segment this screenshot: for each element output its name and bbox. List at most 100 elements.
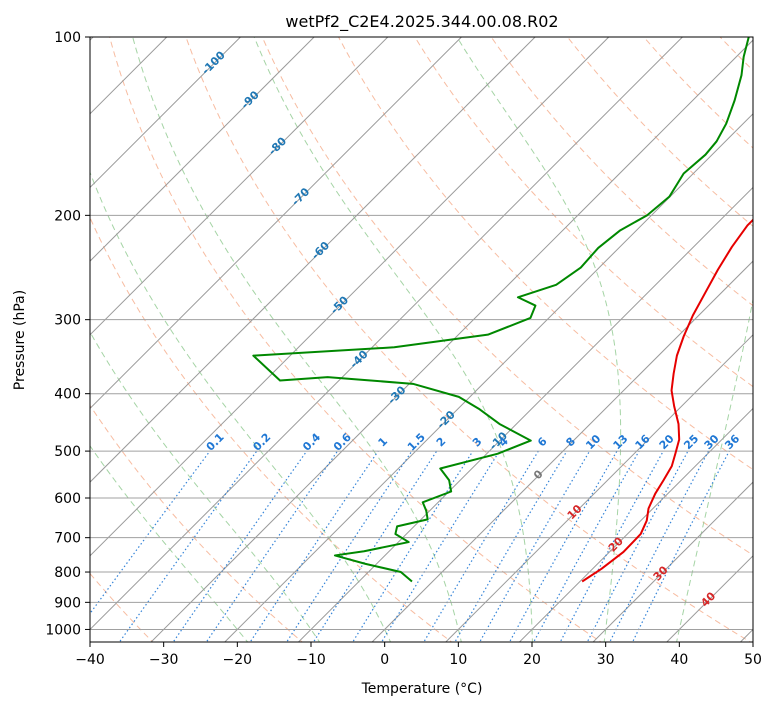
x-tick-label-3: −10 bbox=[296, 652, 326, 668]
isotherm-7 bbox=[90, 37, 389, 336]
mixing-ratio-line-10 bbox=[454, 450, 568, 642]
isotherm-label-7: -30 bbox=[385, 383, 408, 406]
mixing-ratio-label-17: 36 bbox=[722, 432, 742, 452]
isotherm-8 bbox=[90, 37, 462, 410]
y-tick-label-9: 1000 bbox=[45, 622, 81, 638]
mixing-ratio-label-3: 0.6 bbox=[331, 430, 354, 453]
mixing-ratio-line-4 bbox=[249, 450, 379, 642]
isotherm-12 bbox=[150, 39, 753, 642]
isotherm-6 bbox=[90, 37, 315, 262]
isotherm-17 bbox=[518, 407, 753, 642]
y-tick-label-0: 100 bbox=[54, 30, 81, 46]
isotherm-label-6: -40 bbox=[347, 348, 370, 371]
temperature-line bbox=[581, 218, 753, 583]
dry-adiabat-3 bbox=[90, 404, 303, 642]
y-tick-label-8: 900 bbox=[54, 595, 81, 611]
dry-adiabat-9 bbox=[414, 37, 753, 388]
isotherm-label-2: -80 bbox=[266, 134, 289, 157]
isotherm-warm-label-3: 30 bbox=[651, 563, 671, 583]
isotherm-label-0: -100 bbox=[199, 48, 228, 77]
dry-adiabat-7 bbox=[261, 37, 753, 556]
plot-frame bbox=[89, 36, 754, 643]
mixing-ratio-line-16 bbox=[609, 450, 710, 642]
mixing-ratio-line-13 bbox=[533, 450, 640, 642]
moist-adiabat-0 bbox=[90, 444, 249, 642]
moist-adiabat-2 bbox=[90, 171, 392, 642]
mixing-ratio-label-0: 0.1 bbox=[204, 431, 227, 454]
isotherm-13 bbox=[224, 113, 753, 642]
isotherm-5 bbox=[90, 37, 241, 189]
mixing-ratio-label-15: 25 bbox=[681, 432, 701, 452]
mixing-ratio-line-6 bbox=[312, 450, 438, 642]
mixing-ratio-label-13: 16 bbox=[633, 432, 653, 452]
isotherm-16 bbox=[445, 334, 753, 642]
x-tick-label-7: 30 bbox=[597, 652, 615, 668]
dry-adiabat-4 bbox=[90, 216, 453, 642]
mixing-ratio-label-12: 13 bbox=[611, 432, 631, 452]
mixing-ratio-line-8 bbox=[380, 450, 500, 642]
mixing-ratio-label-11: 10 bbox=[583, 432, 603, 452]
mixing-ratio-label-2: 0.4 bbox=[300, 430, 323, 453]
isotherm-warm-label-4: 40 bbox=[698, 589, 718, 609]
y-tick-label-3: 400 bbox=[54, 387, 81, 403]
mixing-ratio-line-3 bbox=[205, 450, 339, 642]
x-tick-label-8: 40 bbox=[670, 652, 688, 668]
isotherm-11 bbox=[90, 37, 683, 631]
axes: −40 −30 −20 −10 0 10 20 30 40 5010020030040050060… bbox=[45, 30, 762, 668]
moist-adiabat-1 bbox=[90, 331, 321, 642]
y-tick-label-4: 500 bbox=[54, 444, 81, 460]
isotherm-19 bbox=[666, 555, 753, 642]
mixing-ratio-line-14 bbox=[559, 450, 664, 642]
chart-title: wetPf2_C2E4.2025.344.00.08.R02 bbox=[285, 12, 558, 32]
moist-adiabat-5 bbox=[456, 37, 622, 642]
isotherm-label-1: -90 bbox=[239, 88, 262, 111]
mixing-ratio-label-16: 30 bbox=[702, 432, 722, 452]
profile-lines bbox=[252, 37, 753, 583]
isotherm-20 bbox=[739, 628, 753, 642]
isotherm-10 bbox=[90, 37, 610, 557]
dry-adiabat-6 bbox=[185, 37, 752, 642]
y-tick-label-2: 300 bbox=[54, 313, 81, 329]
y-axis-label: Pressure (hPa) bbox=[12, 290, 28, 390]
mixing-ratio-label-14: 20 bbox=[657, 432, 677, 452]
mixing-ratio-line-2 bbox=[172, 450, 308, 642]
moist-adiabat-4 bbox=[253, 37, 533, 642]
mixing-ratio-label-10: 8 bbox=[563, 435, 578, 450]
x-tick-label-1: −30 bbox=[149, 652, 179, 668]
x-tick-label-0: −40 bbox=[75, 652, 105, 668]
isotherm-18 bbox=[592, 481, 753, 642]
isotherm-15 bbox=[371, 260, 753, 642]
mixing-ratio-label-9: 6 bbox=[535, 435, 550, 450]
dry-adiabat-11 bbox=[567, 37, 753, 227]
mixing-ratio-line-9 bbox=[423, 450, 539, 642]
x-tick-label-9: 50 bbox=[744, 652, 762, 668]
y-tick-label-7: 800 bbox=[54, 565, 81, 581]
background-lines bbox=[90, 37, 753, 642]
x-tick-label-2: −20 bbox=[223, 652, 253, 668]
isotherm-9 bbox=[90, 37, 536, 483]
isotherm-warm-label-0: 0 bbox=[531, 467, 546, 482]
x-tick-label-4: 0 bbox=[380, 652, 389, 668]
mixing-ratio-label-6: 2 bbox=[434, 435, 449, 450]
isotherm-label-3: -70 bbox=[289, 185, 312, 208]
isotherm-14 bbox=[297, 186, 753, 642]
y-tick-label-5: 600 bbox=[54, 491, 81, 507]
isotherm-label-5: -50 bbox=[328, 293, 351, 316]
dry-adiabat-12 bbox=[643, 37, 753, 149]
isotherm-label-8: -20 bbox=[434, 408, 457, 431]
mixing-ratio-line-0 bbox=[90, 450, 211, 615]
mixing-ratio-line-12 bbox=[508, 450, 618, 642]
dry-adiabat-5 bbox=[109, 37, 602, 642]
x-axis-label: Temperature (°C) bbox=[361, 681, 483, 697]
mixing-ratio-line-11 bbox=[479, 450, 591, 642]
y-tick-label-6: 700 bbox=[54, 531, 81, 547]
x-tick-label-6: 20 bbox=[523, 652, 541, 668]
mixing-ratio-line-15 bbox=[586, 450, 689, 642]
mixing-ratio-label-5: 1.5 bbox=[405, 431, 428, 454]
moist-adiabat-6 bbox=[676, 296, 753, 642]
mixing-ratio-label-4: 1 bbox=[376, 435, 391, 450]
y-tick-label-1: 200 bbox=[54, 208, 81, 224]
x-tick-label-5: 10 bbox=[449, 652, 467, 668]
mixing-ratio-label-7: 3 bbox=[470, 435, 485, 450]
